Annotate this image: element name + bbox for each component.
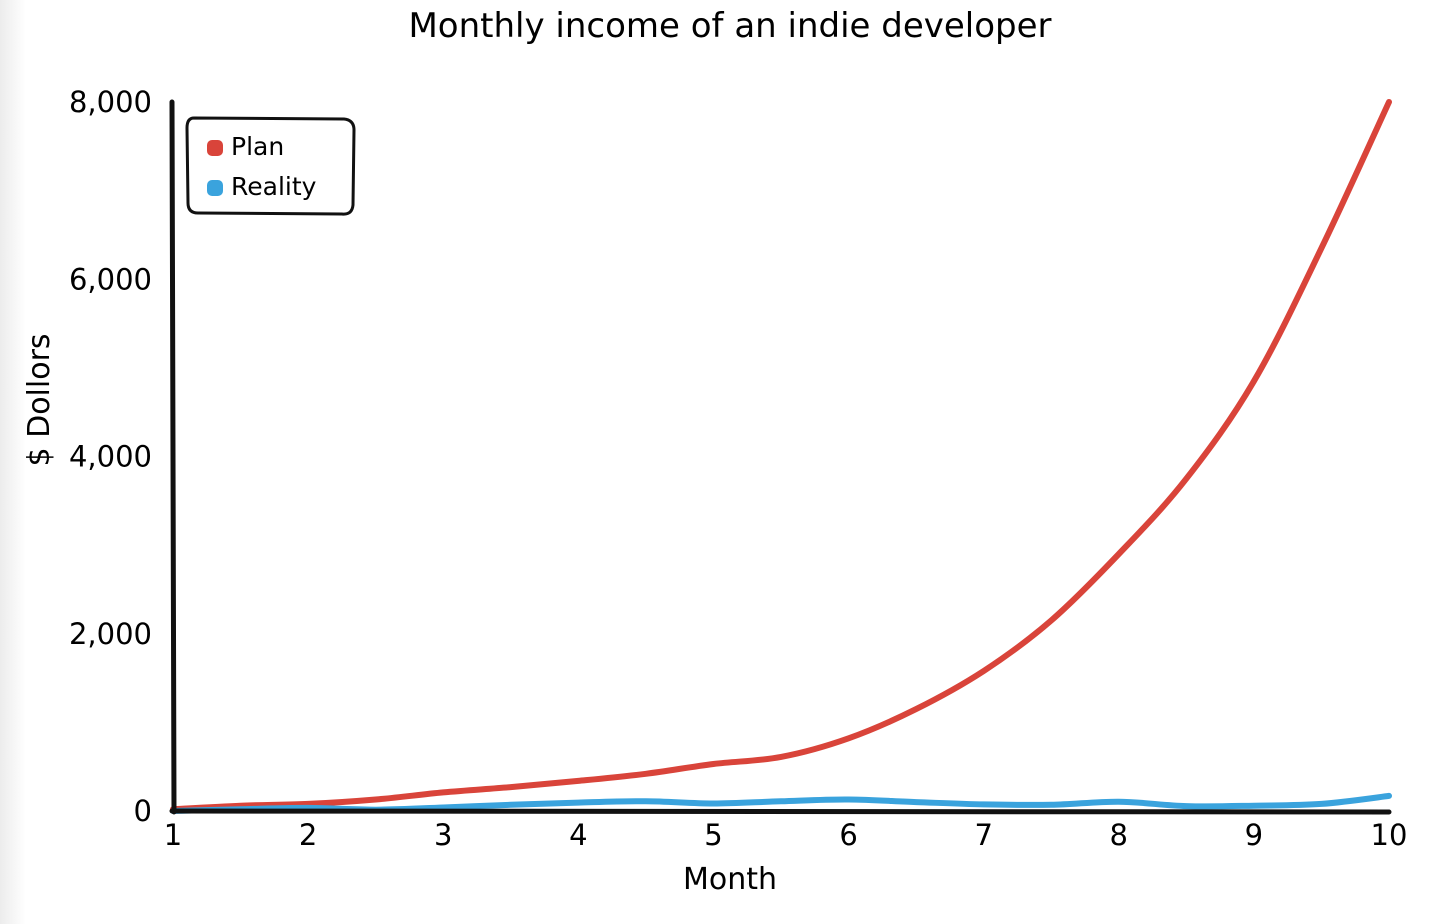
y-tick-label: 0 <box>134 794 152 828</box>
y-tick-label: 8,000 <box>69 85 152 119</box>
left-edge-shade <box>0 0 26 924</box>
chart-title: Monthly income of an indie developer <box>408 6 1051 46</box>
legend-swatch-plan <box>207 140 223 156</box>
legend: Plan Reality <box>185 116 356 216</box>
x-tick-label: 2 <box>299 818 317 852</box>
x-tick-label: 4 <box>569 818 587 852</box>
legend-label-plan: Plan <box>231 132 284 161</box>
y-tick-label: 2,000 <box>69 617 152 651</box>
x-axis-label: Month <box>683 862 777 897</box>
y-tick-label: 6,000 <box>69 262 152 296</box>
series-line-plan <box>170 99 1392 813</box>
legend-swatch-reality <box>207 180 223 196</box>
x-axis-line <box>169 808 1392 815</box>
x-tick-label: 3 <box>434 818 452 852</box>
legend-label-reality: Reality <box>231 172 317 201</box>
x-tick-label: 5 <box>704 818 722 852</box>
x-tick-label: 7 <box>974 818 992 852</box>
y-axis-line <box>169 99 177 815</box>
x-tick-label: 6 <box>839 818 857 852</box>
y-axis-label: $ Dollors <box>22 333 57 466</box>
series-layer <box>170 99 1392 814</box>
y-axis-ticks: 0 2,000 4,000 6,000 8,000 <box>69 85 152 828</box>
y-tick-label: 4,000 <box>69 440 152 474</box>
legend-box <box>185 116 356 216</box>
x-tick-label: 8 <box>1110 818 1128 852</box>
x-tick-label: 10 <box>1371 818 1408 852</box>
x-axis-ticks: 1 2 3 4 5 6 7 8 9 10 <box>164 818 1408 852</box>
x-tick-label: 9 <box>1245 818 1263 852</box>
x-tick-label: 1 <box>164 818 182 852</box>
